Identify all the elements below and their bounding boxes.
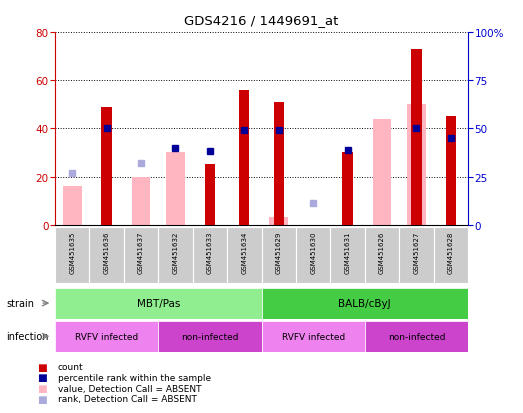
Bar — [55, 321, 158, 352]
Bar — [372, 119, 392, 225]
Bar — [262, 321, 365, 352]
Text: GSM451637: GSM451637 — [138, 231, 144, 273]
Bar — [365, 227, 399, 283]
Bar — [55, 227, 89, 283]
Text: GSM451627: GSM451627 — [414, 231, 419, 273]
Bar — [274, 103, 284, 225]
Text: RVFV infected: RVFV infected — [75, 332, 138, 341]
Text: GDS4216 / 1449691_at: GDS4216 / 1449691_at — [184, 14, 339, 27]
Bar — [343, 153, 353, 225]
Bar — [55, 288, 262, 319]
Bar — [434, 227, 468, 283]
Bar — [399, 227, 434, 283]
Text: strain: strain — [6, 298, 35, 309]
Bar — [158, 227, 192, 283]
Bar — [407, 105, 426, 225]
Text: ■: ■ — [37, 394, 47, 404]
Bar — [204, 165, 215, 225]
Bar — [166, 153, 185, 225]
Text: MBT/Pas: MBT/Pas — [137, 298, 180, 309]
Text: value, Detection Call = ABSENT: value, Detection Call = ABSENT — [58, 384, 201, 393]
Text: BALB/cByJ: BALB/cByJ — [338, 298, 391, 309]
Text: GSM451630: GSM451630 — [310, 231, 316, 273]
Text: GSM451634: GSM451634 — [241, 231, 247, 273]
Bar — [411, 50, 422, 225]
Bar — [63, 187, 82, 225]
Text: non-infected: non-infected — [388, 332, 445, 341]
Text: rank, Detection Call = ABSENT: rank, Detection Call = ABSENT — [58, 394, 197, 404]
Bar — [131, 177, 151, 225]
Text: ■: ■ — [37, 362, 47, 372]
Text: RVFV infected: RVFV infected — [281, 332, 345, 341]
Text: count: count — [58, 362, 83, 371]
Text: GSM451636: GSM451636 — [104, 231, 109, 273]
Text: GSM451635: GSM451635 — [69, 231, 75, 273]
Text: infection: infection — [6, 331, 49, 342]
Bar — [158, 321, 262, 352]
Bar — [89, 227, 124, 283]
Text: ■: ■ — [37, 383, 47, 393]
Bar — [192, 227, 227, 283]
Text: GSM451626: GSM451626 — [379, 231, 385, 273]
Bar — [365, 321, 468, 352]
Bar — [239, 91, 249, 225]
Bar — [262, 288, 468, 319]
Text: GSM451632: GSM451632 — [173, 231, 178, 273]
Text: ■: ■ — [37, 373, 47, 382]
Text: GSM451629: GSM451629 — [276, 231, 282, 273]
Bar — [262, 227, 296, 283]
Bar — [446, 117, 456, 225]
Bar — [269, 218, 288, 225]
Text: non-infected: non-infected — [181, 332, 238, 341]
Text: percentile rank within the sample: percentile rank within the sample — [58, 373, 211, 382]
Bar — [331, 227, 365, 283]
Bar — [124, 227, 158, 283]
Text: GSM451628: GSM451628 — [448, 231, 454, 273]
Bar — [227, 227, 262, 283]
Bar — [296, 227, 331, 283]
Text: GSM451631: GSM451631 — [345, 231, 350, 273]
Bar — [101, 107, 112, 225]
Text: GSM451633: GSM451633 — [207, 231, 213, 273]
